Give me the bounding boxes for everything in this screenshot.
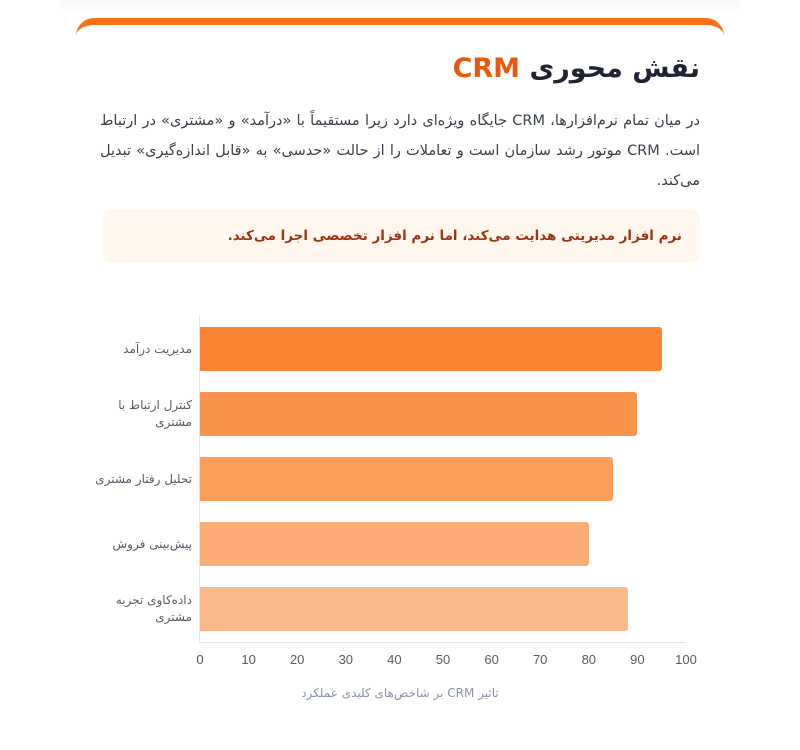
x-tick-label: 80 bbox=[581, 652, 597, 667]
page-top-shadow bbox=[60, 0, 740, 14]
x-tick-label: 20 bbox=[289, 652, 305, 667]
category-label: مدیریت درآمد bbox=[123, 341, 192, 356]
chart-caption: تاثیر CRM بر شاخص‌های کلیدی عملکرد bbox=[301, 686, 499, 700]
bar-customer-relationship-control[interactable] bbox=[200, 392, 638, 436]
category-label: تحلیل رفتار مشتری bbox=[95, 471, 192, 486]
category-label: داده‌کاوی تجربه مشتری bbox=[115, 593, 192, 624]
x-tick-label: 50 bbox=[435, 652, 451, 667]
title-text: نقش محوری bbox=[529, 53, 700, 84]
x-tick-label: 90 bbox=[630, 652, 645, 667]
intro-paragraph: در میان تمام نرم‌افزارها، CRM جایگاه ویژ… bbox=[100, 113, 701, 189]
x-tick-label: 30 bbox=[338, 652, 354, 667]
x-tick-label: 100 bbox=[675, 652, 697, 667]
x-tick-label: 60 bbox=[484, 652, 499, 667]
x-tick-label: 70 bbox=[532, 652, 548, 667]
callout-box: نرم افزار مدیریتی هدایت می‌کند، اما نرم … bbox=[102, 209, 700, 263]
bar-sales-forecasting[interactable] bbox=[200, 522, 589, 566]
x-tick-label: 40 bbox=[387, 652, 402, 667]
bar-customer-behavior-analysis[interactable] bbox=[200, 457, 614, 501]
y-axis-line bbox=[199, 316, 200, 643]
x-axis-line bbox=[199, 642, 686, 643]
category-label: پیش‌بینی فروش bbox=[112, 536, 192, 551]
category-label: کنترل ارتباط با مشتری bbox=[118, 398, 192, 429]
x-tick-label: 0 bbox=[196, 652, 204, 667]
bar-revenue-management[interactable] bbox=[200, 327, 662, 371]
bar-customer-experience-mining[interactable] bbox=[200, 587, 628, 631]
page-title: نقش محوری CRM bbox=[453, 50, 700, 88]
x-tick-label: 10 bbox=[241, 652, 256, 667]
title-accent: CRM bbox=[452, 53, 521, 84]
callout-text: نرم افزار مدیریتی هدایت می‌کند، اما نرم … bbox=[227, 228, 682, 244]
